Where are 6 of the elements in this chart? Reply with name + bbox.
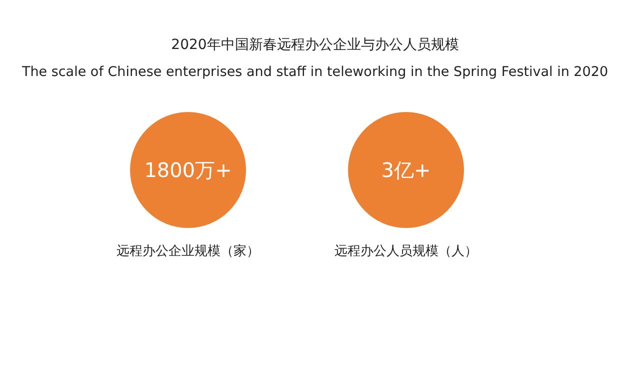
- category-label: 远程办公企业规模（家）: [116, 243, 260, 260]
- data-label: 1800万+: [144, 158, 232, 182]
- text: The scale of Chinese enterprises and staff in teleworking in the Spring Festival in 2020: [20, 64, 610, 80]
- category-label: 远程办公人员规模（人）: [334, 244, 478, 260]
- data-label: 3亿+: [381, 158, 431, 182]
- text: 2020年中国新春远程办公企业与办公人员规模: [170, 36, 460, 54]
